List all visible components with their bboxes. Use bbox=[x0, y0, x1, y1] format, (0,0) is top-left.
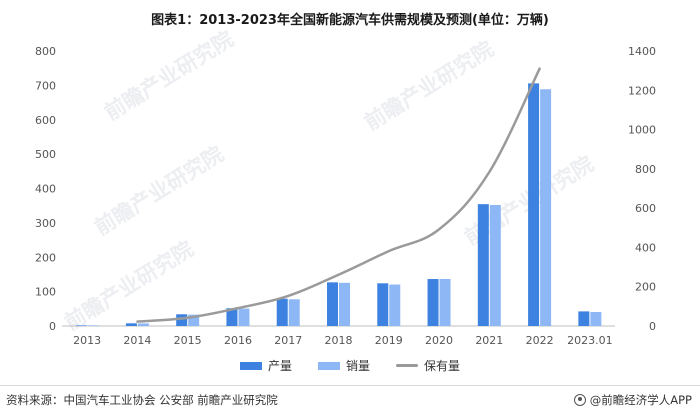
y-right-tick-label: 400 bbox=[635, 241, 656, 254]
bar-sales bbox=[238, 308, 250, 326]
legend-swatch bbox=[396, 364, 418, 367]
bar-production bbox=[578, 311, 590, 326]
y-right-tick-label: 800 bbox=[635, 163, 656, 176]
bar-production bbox=[226, 308, 238, 326]
bar-sales bbox=[188, 314, 200, 326]
bar-production bbox=[276, 298, 288, 326]
x-tick-label: 2019 bbox=[375, 334, 403, 347]
y-left-tick-label: 100 bbox=[35, 286, 56, 299]
y-right-tick-label: 0 bbox=[649, 320, 656, 333]
bar-sales bbox=[87, 325, 99, 326]
x-tick-label: 2021 bbox=[475, 334, 503, 347]
legend-swatch bbox=[239, 361, 262, 370]
brand-text: @前瞻经济学人APP bbox=[589, 393, 692, 407]
chart-legend: 产量 销量 保有量 bbox=[0, 357, 700, 374]
bar-sales bbox=[590, 311, 602, 326]
brand-credit: @前瞻经济学人APP bbox=[573, 392, 692, 408]
chart-plot: 0 100 200 300 400 500 600 700 800 0 200 400 600 800 10… bbox=[35, 45, 656, 347]
y-left-tick-label: 800 bbox=[35, 45, 56, 58]
bar-sales bbox=[137, 323, 149, 326]
legend-swatch bbox=[317, 361, 340, 370]
y-left-tick-label: 400 bbox=[35, 183, 56, 196]
y-left-tick-label: 300 bbox=[35, 217, 56, 230]
y-right-tick-label: 1000 bbox=[628, 124, 656, 137]
bar-production bbox=[377, 283, 389, 326]
x-tick-label: 2022 bbox=[526, 334, 554, 347]
bar-sales bbox=[339, 282, 350, 326]
bar-production bbox=[477, 204, 489, 326]
y-right-tick-label: 1200 bbox=[628, 84, 656, 97]
bar-production bbox=[125, 323, 137, 326]
brand-logo-icon bbox=[573, 394, 586, 406]
bar-production bbox=[176, 314, 188, 326]
y-right-tick-label: 600 bbox=[635, 202, 656, 215]
x-tick-label: 2020 bbox=[425, 334, 453, 347]
x-tick-label: 2013 bbox=[73, 334, 101, 347]
x-tick-label: 2015 bbox=[174, 334, 202, 347]
bar-production bbox=[427, 279, 439, 326]
bar-sales bbox=[489, 204, 501, 326]
bar-production bbox=[75, 325, 87, 326]
bar-production bbox=[528, 83, 540, 326]
legend-label: 保有量 bbox=[424, 359, 461, 373]
bar-sales bbox=[389, 284, 401, 326]
y-left-tick-label: 600 bbox=[35, 114, 56, 127]
y-right-tick-label: 200 bbox=[635, 281, 656, 294]
x-tick-label: 2018 bbox=[325, 334, 353, 347]
legend-label: 销量 bbox=[345, 359, 370, 373]
line-ownership bbox=[136, 67, 541, 323]
bar-sales bbox=[288, 299, 300, 326]
chart-title: 图表1：2013-2023年全国新能源汽车供需规模及预测(单位：万辆) bbox=[151, 13, 549, 28]
legend-label: 产量 bbox=[267, 359, 292, 373]
bar-sales bbox=[439, 279, 451, 326]
x-tick-label: 2023.01 bbox=[567, 334, 613, 347]
x-tick-label: 2014 bbox=[123, 334, 151, 347]
x-tick-label: 2016 bbox=[224, 334, 252, 347]
source-note: 资料来源：中国汽车工业协会 公安部 前瞻产业研究院 bbox=[6, 393, 278, 407]
legend-item-production: 产量 bbox=[239, 357, 292, 374]
footer-divider bbox=[0, 385, 700, 386]
x-tick-label: 2017 bbox=[274, 334, 302, 347]
y-right-tick-label: 1400 bbox=[628, 45, 656, 58]
bar-sales bbox=[540, 89, 552, 327]
y-left-tick-label: 0 bbox=[49, 320, 56, 333]
legend-item-ownership: 保有量 bbox=[396, 357, 460, 374]
y-left-tick-label: 500 bbox=[35, 148, 56, 161]
y-left-tick-label: 200 bbox=[35, 251, 56, 264]
y-left-tick-label: 700 bbox=[35, 79, 56, 92]
legend-item-sales: 销量 bbox=[317, 357, 370, 374]
bar-production bbox=[327, 282, 338, 326]
